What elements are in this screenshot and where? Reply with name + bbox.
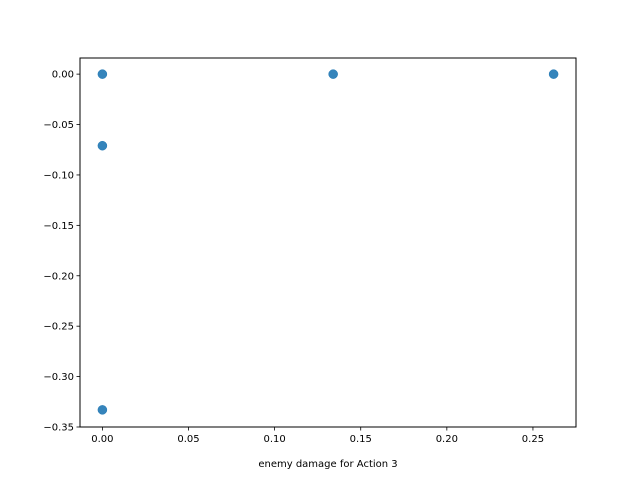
x-tick-label: 0.15 [350, 434, 372, 445]
x-tick-label: 0.25 [522, 434, 544, 445]
data-point [97, 405, 108, 415]
y-tick-label: −0.25 [43, 322, 74, 333]
plot-frame [79, 57, 577, 428]
y-tick-label: −0.20 [43, 271, 74, 282]
y-tick-label: 0.00 [52, 70, 74, 81]
y-tick-label: −0.15 [43, 221, 74, 232]
data-points [97, 69, 559, 415]
data-point [328, 69, 338, 79]
x-axis-label: enemy damage for Action 3 [258, 459, 397, 470]
x-tick-label: 0.00 [91, 434, 113, 445]
x-tick-label: 0.10 [263, 434, 285, 445]
y-tick-label: −0.10 [43, 170, 74, 181]
x-tick-label: 0.20 [436, 434, 458, 445]
data-point [97, 140, 108, 151]
y-axis: 0.00 −0.05 −0.10 −0.15 −0.20 −0.25 −0.30 −0.35 [43, 70, 80, 434]
x-axis: 0.00 0.05 0.10 0.15 0.20 0.25 [91, 427, 544, 445]
data-point [548, 69, 559, 79]
y-tick-label: −0.30 [43, 372, 74, 383]
data-point [97, 69, 108, 79]
y-tick-label: −0.05 [43, 120, 74, 131]
x-tick-label: 0.05 [177, 434, 199, 445]
y-tick-label: −0.35 [43, 423, 74, 434]
